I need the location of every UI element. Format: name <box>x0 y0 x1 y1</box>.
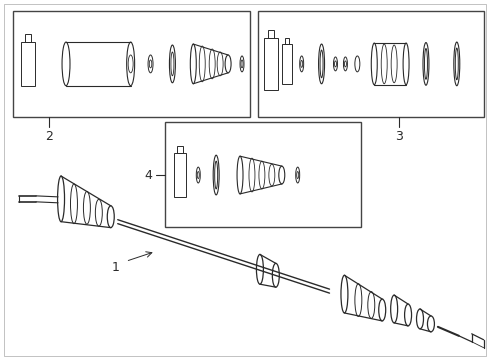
Bar <box>177 146 183 153</box>
Bar <box>264 38 278 90</box>
Bar <box>174 153 186 197</box>
Bar <box>258 11 484 117</box>
Bar <box>166 122 361 227</box>
Bar <box>285 38 289 44</box>
Text: 1: 1 <box>112 261 120 274</box>
Bar <box>268 30 274 38</box>
Bar <box>282 44 292 84</box>
Bar <box>13 11 250 117</box>
Bar <box>21 42 35 86</box>
Text: 3: 3 <box>395 130 403 143</box>
Text: 4: 4 <box>145 168 152 181</box>
Text: 2: 2 <box>45 130 53 143</box>
Bar <box>25 34 31 42</box>
